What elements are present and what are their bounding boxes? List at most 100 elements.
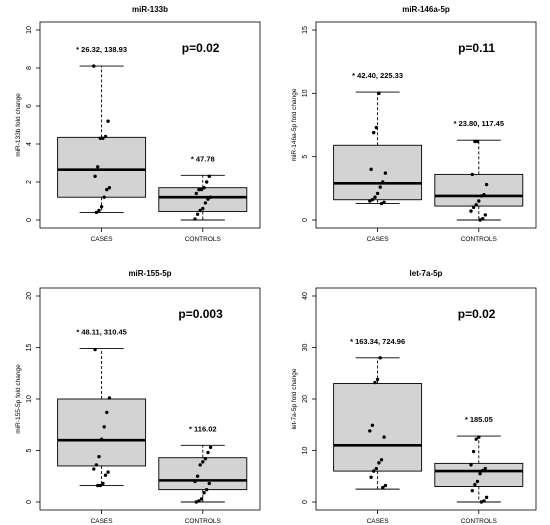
data-point xyxy=(107,396,112,400)
p-value-label: p=0.11 xyxy=(458,41,495,55)
data-point xyxy=(484,182,489,187)
y-tick-label: 0 xyxy=(26,500,33,504)
data-point xyxy=(101,136,105,140)
y-tick-label: 6 xyxy=(26,104,33,108)
iqr-box xyxy=(333,383,423,472)
box-controls: * 23.80, 117.45 xyxy=(434,119,524,222)
data-point xyxy=(377,91,381,96)
data-point xyxy=(205,487,209,492)
data-point xyxy=(374,466,378,471)
data-point xyxy=(482,499,486,503)
y-tick-label: 10 xyxy=(302,89,309,97)
data-point xyxy=(479,500,484,504)
y-tick-label: 20 xyxy=(26,292,33,300)
x-category-label: CASES xyxy=(367,236,390,243)
data-point xyxy=(94,210,99,215)
outlier-annotation: * 23.80, 117.45 xyxy=(454,119,504,128)
data-point xyxy=(377,461,381,465)
iqr-box xyxy=(57,398,147,467)
data-point xyxy=(375,191,380,196)
data-point xyxy=(208,195,213,199)
data-point xyxy=(382,435,386,439)
data-point xyxy=(97,208,101,213)
data-point xyxy=(194,500,198,504)
data-point xyxy=(482,192,486,197)
iqr-box xyxy=(434,173,524,207)
data-point xyxy=(99,205,104,209)
data-point xyxy=(470,488,474,493)
data-point xyxy=(194,191,198,196)
data-point xyxy=(473,139,477,144)
data-point xyxy=(207,481,211,486)
outlier-annotation: * 116.02 xyxy=(189,424,217,433)
data-point xyxy=(199,187,204,192)
data-point xyxy=(379,458,384,462)
y-tick-label: 15 xyxy=(26,344,33,352)
box-cases: * 26.32, 138.93 xyxy=(57,45,147,215)
y-tick-label: 0 xyxy=(302,500,309,504)
iqr-box xyxy=(434,462,524,487)
data-point xyxy=(97,454,101,459)
box-controls: * 185.05 xyxy=(434,415,524,504)
chart-title: miR-133b xyxy=(132,5,168,14)
data-point xyxy=(98,483,103,488)
data-point xyxy=(195,212,200,216)
y-axis-label: let-7a-5p fold change xyxy=(291,368,298,429)
y-tick-label: 4 xyxy=(26,142,33,146)
data-point xyxy=(477,435,481,439)
outlier-annotation: * 26.32, 138.93 xyxy=(76,45,127,54)
data-point xyxy=(202,186,206,190)
outlier-annotation: * 163.34, 724.96 xyxy=(350,337,405,346)
data-point xyxy=(96,165,100,169)
x-category-label: CASES xyxy=(367,518,390,525)
iqr-box xyxy=(57,136,147,198)
data-point xyxy=(373,195,377,199)
data-point xyxy=(106,119,110,123)
x-category-label: CONTROLS xyxy=(185,518,222,525)
data-point xyxy=(474,437,478,441)
data-point xyxy=(372,130,376,135)
data-point xyxy=(475,479,480,484)
p-value-label: p=0.02 xyxy=(458,307,496,321)
data-point xyxy=(202,491,206,495)
data-point xyxy=(378,185,382,189)
data-point xyxy=(203,457,208,461)
data-point xyxy=(372,469,376,473)
y-tick-label: 0 xyxy=(26,218,33,222)
y-tick-label: 15 xyxy=(302,26,309,34)
data-point xyxy=(381,180,385,184)
data-point xyxy=(474,203,478,207)
y-axis-label: miR-155-5p fold change xyxy=(15,364,22,434)
y-tick-label: 20 xyxy=(302,395,309,403)
data-point xyxy=(101,481,105,486)
data-point xyxy=(378,356,382,360)
data-point xyxy=(105,410,109,415)
plot-frame xyxy=(39,21,261,229)
panel-mir-146a-5p: miR-146a-5p miR-146a-5p fold change 0 5 10 15… xyxy=(291,5,537,243)
data-point xyxy=(198,463,202,467)
data-point xyxy=(481,468,485,473)
plot-frame xyxy=(315,21,537,229)
data-point xyxy=(374,125,378,130)
y-axis-label: miR-146a-5p fold change xyxy=(291,88,298,161)
data-point xyxy=(369,475,373,479)
x-category-label: CONTROLS xyxy=(461,236,498,243)
data-point xyxy=(481,217,485,221)
data-point xyxy=(484,495,489,500)
data-point xyxy=(383,483,388,488)
data-point xyxy=(201,206,205,211)
data-point xyxy=(102,425,106,429)
data-point xyxy=(470,172,474,177)
data-point xyxy=(198,208,202,213)
y-axis-label: miR-133b fold change xyxy=(15,93,22,157)
box-controls: * 47.78 xyxy=(158,154,248,221)
data-point xyxy=(368,199,372,203)
data-point xyxy=(479,194,484,198)
panel-mir-133b: miR-133b miR-133b fold change 0 2 4 6 8 10 CASES… xyxy=(15,5,261,243)
data-point xyxy=(370,423,375,427)
data-point xyxy=(193,217,197,221)
data-point xyxy=(93,347,97,352)
x-category-label: CASES xyxy=(91,518,114,525)
y-tick-label: 2 xyxy=(26,180,33,184)
